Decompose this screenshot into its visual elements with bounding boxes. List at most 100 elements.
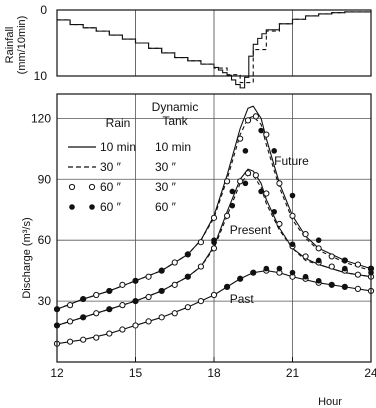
legend-header-dynamic: Dynamic [152, 100, 199, 114]
rainfall-step-dashed [57, 11, 372, 84]
point-present-filled [211, 239, 217, 246]
rainfall-ylabel-line: (mm/10min) [16, 16, 28, 75]
legend-row: 60 ″ 60 ″ [69, 200, 177, 214]
legend-header-rain: Rain [106, 116, 131, 130]
rainfall-ylabel: Rainfall(mm/10min) [4, 16, 28, 75]
point-present-filled [342, 265, 348, 272]
point-past-open [93, 334, 100, 341]
point-future-open [289, 212, 296, 219]
legend-tank-value: 30 ″ [155, 180, 177, 194]
point-future-filled [132, 277, 139, 284]
point-present-open [223, 212, 231, 219]
point-present-open [237, 178, 244, 185]
legend-sample-open-circle [88, 183, 96, 191]
point-past-filled [224, 284, 230, 290]
point-future-open [252, 113, 259, 120]
legend-header-tank: Tank [162, 114, 188, 128]
legend-tank-value: 30 ″ [155, 160, 177, 174]
point-past-open [158, 314, 165, 321]
point-future-open [145, 273, 152, 280]
point-past-filled [315, 277, 322, 284]
point-past-filled [342, 284, 348, 290]
discharge-x-tick-label: 21 [286, 366, 300, 380]
legend-row: 30 ″ 30 ″ [68, 160, 177, 174]
point-present-open [145, 293, 152, 301]
discharge-grid [57, 94, 371, 362]
rainfall-frame [56, 9, 372, 77]
rainfall-series [57, 11, 372, 89]
rainfall-y-ticks: 0 10 [34, 3, 62, 83]
discharge-x-tick-label: 18 [207, 366, 221, 380]
point-future-filled [258, 127, 264, 134]
discharge-panel: 30 60 90 120 12 15 18 21 24 Discharge (m³/s) Ho… [21, 93, 376, 408]
legend-tank-value: 10 min [155, 140, 191, 154]
point-present-open [66, 318, 74, 325]
discharge-x-ticks: 12 15 18 21 24 [50, 357, 376, 380]
point-present-open [263, 190, 270, 197]
point-present-filled [242, 180, 249, 187]
point-future-open [93, 291, 100, 299]
rainfall-ylabel-line: Rainfall [4, 27, 16, 64]
point-present-filled [258, 188, 264, 195]
point-future-filled [271, 148, 277, 154]
point-future-filled [315, 237, 322, 243]
point-future-open [197, 239, 205, 246]
point-past-filled [237, 275, 243, 282]
point-future-open [66, 302, 74, 309]
point-present-filled [315, 257, 322, 264]
point-future-open [302, 230, 309, 238]
point-past-open [171, 310, 178, 317]
rainfall-tick-label: 10 [34, 69, 48, 83]
point-past-filled [250, 269, 257, 276]
point-past-open [119, 326, 126, 333]
discharge-y-tick-label: 90 [38, 172, 52, 186]
point-past-open [197, 297, 205, 305]
point-present-filled [80, 314, 86, 321]
point-future-filled [106, 288, 113, 294]
point-future-open [315, 245, 322, 252]
point-future-open [354, 261, 362, 268]
discharge-y-ticks: 30 60 90 120 [31, 111, 51, 308]
discharge-x-tick-label: 12 [50, 366, 64, 380]
point-past-open [354, 285, 362, 293]
point-past-open [106, 330, 113, 337]
point-present-filled [106, 306, 113, 313]
point-past-open [184, 304, 191, 311]
point-future-open [244, 117, 252, 124]
legend-tank-value: 60 ″ [155, 200, 177, 214]
point-future-open [171, 259, 178, 266]
legend-rain-value: 60 ″ [100, 200, 122, 214]
point-past-filled [276, 265, 283, 272]
point-past-filled [263, 265, 270, 272]
point-future-filled [242, 148, 249, 154]
point-past-open [132, 322, 139, 329]
discharge-y-tick-label: 60 [38, 233, 52, 247]
point-future-filled [185, 251, 191, 258]
point-present-open [93, 310, 100, 317]
point-present-open [244, 170, 252, 177]
point-future-filled [158, 267, 165, 274]
point-future-filled [342, 257, 348, 264]
point-present-open [119, 302, 126, 309]
point-future-filled [289, 192, 296, 199]
point-future-open [119, 281, 126, 288]
point-present-filled [158, 288, 165, 294]
point-future-open [263, 131, 270, 138]
point-present-open [252, 172, 259, 179]
discharge-series [53, 105, 375, 347]
curve-label-future: Future [274, 154, 309, 168]
legend-rain-value: 30 ″ [100, 160, 122, 174]
point-present-open [171, 281, 178, 288]
legend-row: 60 ″ 30 ″ [68, 180, 177, 194]
point-present-filled [271, 208, 277, 215]
discharge-x-tick-label: 15 [129, 366, 143, 380]
curve-labels: Future Present Past [230, 154, 309, 306]
point-present-open [197, 263, 205, 270]
point-present-open [328, 263, 335, 270]
rainfall-panel: 0 10 Rainfall(mm/10min) [4, 3, 372, 89]
point-future-open [223, 178, 231, 185]
point-present-open [354, 271, 362, 278]
legend-rain-value: 10 min [100, 140, 136, 154]
